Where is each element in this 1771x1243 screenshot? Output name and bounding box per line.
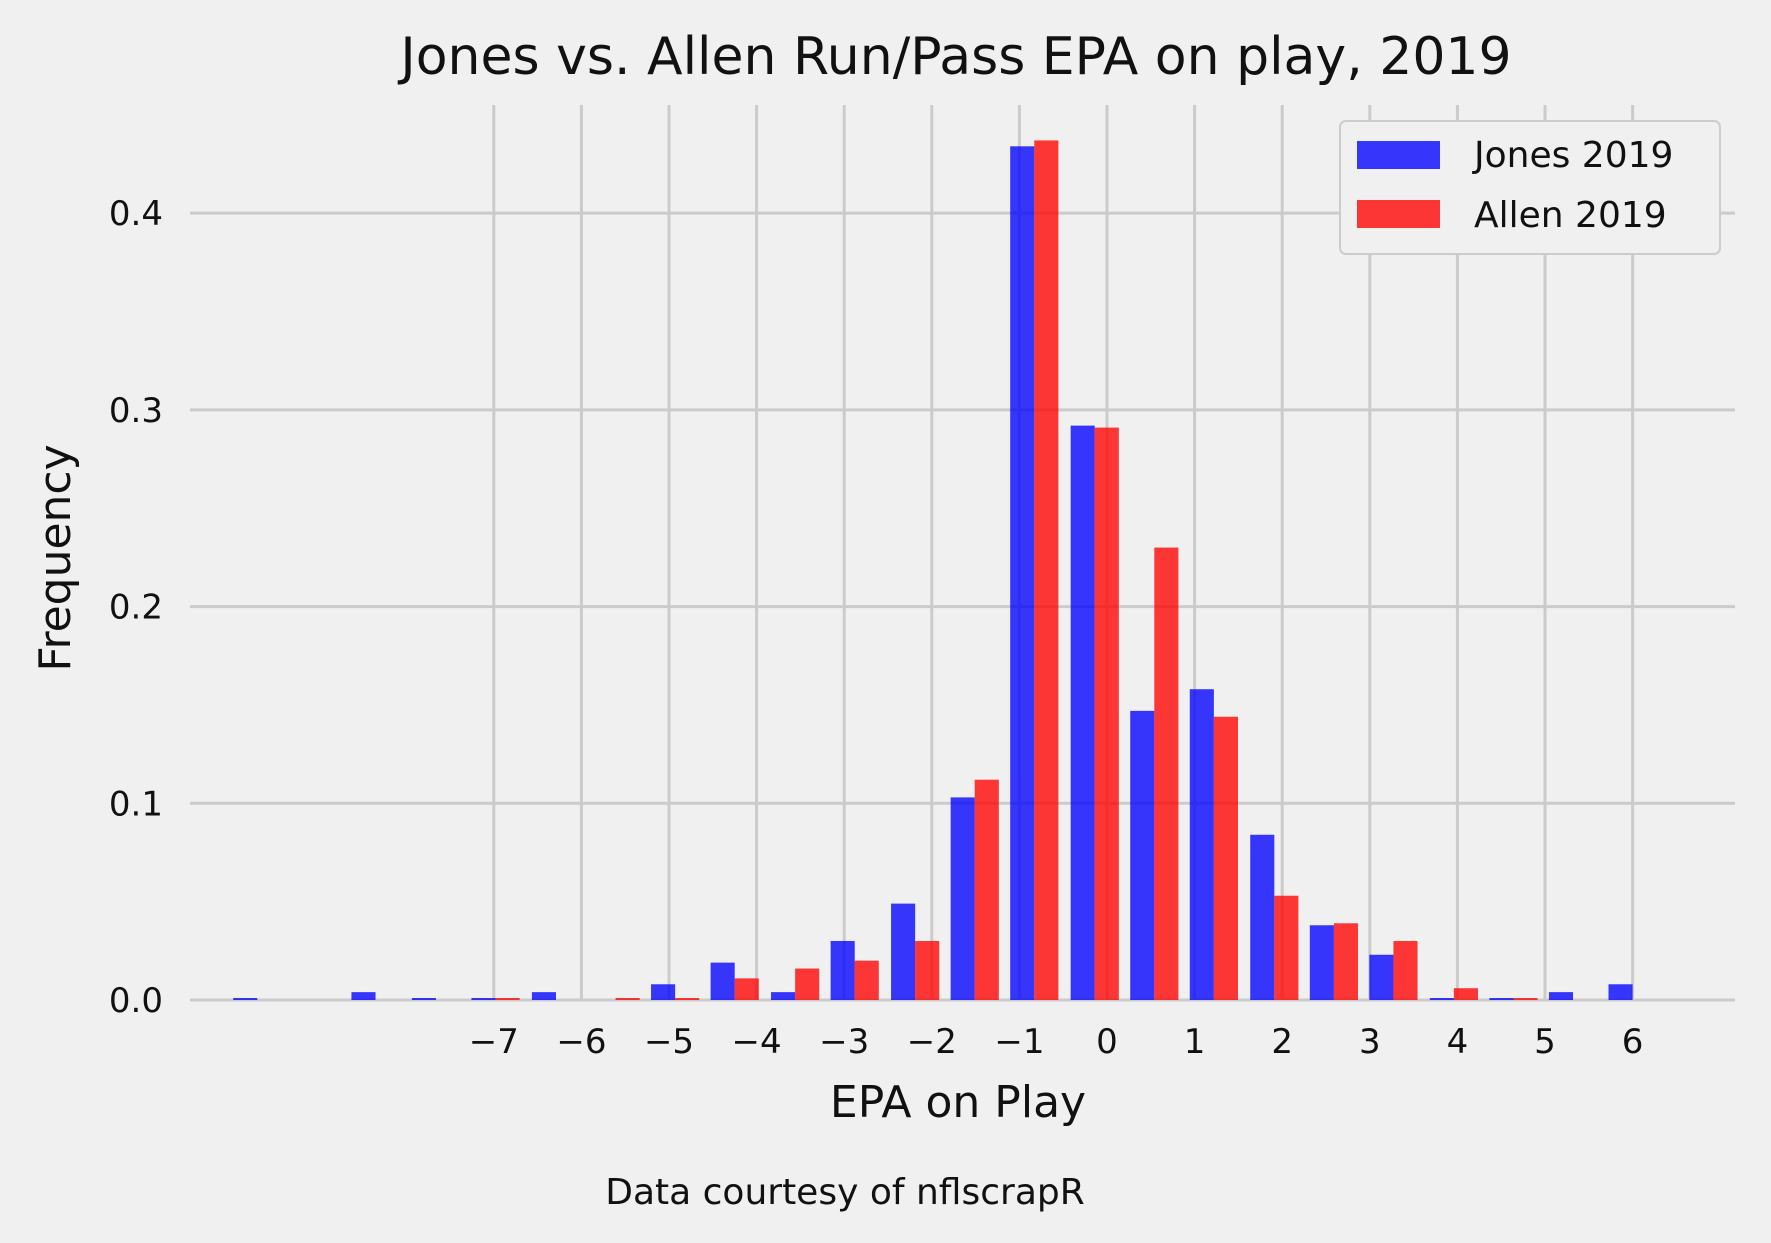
x-tick-label: 4 xyxy=(1447,1022,1469,1062)
bar-jones-2019 xyxy=(771,992,796,1000)
bar-jones-2019 xyxy=(1070,425,1095,1001)
x-tick-label: −1 xyxy=(994,1022,1044,1062)
x-tick-label: 5 xyxy=(1534,1022,1556,1062)
y-tick-label: 0.3 xyxy=(109,391,163,431)
bar-allen-2019 xyxy=(1213,716,1238,1000)
bar-jones-2019 xyxy=(531,992,556,1000)
bar-allen-2019 xyxy=(734,978,759,1000)
bar-jones-2019 xyxy=(1369,954,1394,1000)
bar-jones-2019 xyxy=(471,998,496,1000)
x-tick-label: −6 xyxy=(556,1022,606,1062)
x-tick-labels: −7 −6 −5 −4 −3 −2 −1 0 1 2 3 4 5 6 xyxy=(469,1022,1644,1062)
bar-jones-2019 xyxy=(830,940,855,1000)
x-tick-label: 1 xyxy=(1184,1022,1206,1062)
bar-jones-2019 xyxy=(1548,992,1574,1000)
x-tick-label: 3 xyxy=(1359,1022,1381,1062)
bar-allen-2019 xyxy=(1154,547,1179,1000)
bar-allen-2019 xyxy=(1034,140,1059,1000)
bar-allen-2019 xyxy=(615,998,640,1000)
bar-jones-2019 xyxy=(1130,710,1155,1000)
x-tick-label: 0 xyxy=(1096,1022,1118,1062)
y-axis-label: Frequency xyxy=(30,444,81,671)
x-tick-label: −7 xyxy=(469,1022,519,1062)
bar-jones-2019 xyxy=(1608,984,1633,1000)
bar-jones-2019 xyxy=(1429,998,1454,1000)
caption: Data courtesy of nflscrapR xyxy=(605,1172,1085,1213)
bar-allen-2019 xyxy=(974,779,999,1000)
legend-label-allen: Allen 2019 xyxy=(1474,195,1667,236)
x-axis-label: EPA on Play xyxy=(830,1077,1086,1128)
bar-jones-2019 xyxy=(891,903,916,1000)
bar-jones-2019 xyxy=(651,984,676,1000)
bar-allen-2019 xyxy=(495,998,520,1000)
x-tick-label: −4 xyxy=(732,1022,782,1062)
y-tick-label: 0.0 xyxy=(109,981,163,1021)
bars xyxy=(233,140,1633,1001)
bar-jones-2019 xyxy=(1010,146,1035,1001)
legend-label-jones: Jones 2019 xyxy=(1472,135,1673,176)
bar-jones-2019 xyxy=(1309,925,1334,1000)
bar-allen-2019 xyxy=(1094,427,1119,1001)
bar-allen-2019 xyxy=(854,960,879,1000)
bar-jones-2019 xyxy=(351,992,376,1000)
x-tick-label: −2 xyxy=(907,1022,957,1062)
legend-swatch-jones xyxy=(1357,141,1440,169)
bar-allen-2019 xyxy=(1393,940,1418,1000)
bar-jones-2019 xyxy=(950,797,975,1000)
bar-allen-2019 xyxy=(675,998,700,1000)
bar-allen-2019 xyxy=(795,968,820,1000)
bar-jones-2019 xyxy=(233,998,258,1000)
chart-title: Jones vs. Allen Run/Pass EPA on play, 20… xyxy=(397,27,1511,87)
bar-allen-2019 xyxy=(915,940,940,1000)
y-tick-label: 0.2 xyxy=(109,588,163,628)
x-tick-label: −3 xyxy=(819,1022,869,1062)
bar-allen-2019 xyxy=(1333,923,1358,1000)
y-tick-label: 0.4 xyxy=(109,194,163,234)
bar-jones-2019 xyxy=(411,998,436,1000)
bar-jones-2019 xyxy=(1189,689,1214,1000)
bar-allen-2019 xyxy=(1453,988,1478,1000)
bar-allen-2019 xyxy=(1274,895,1299,1000)
bar-jones-2019 xyxy=(1250,834,1275,1000)
legend: Jones 2019 Allen 2019 xyxy=(1339,120,1721,255)
x-tick-label: 6 xyxy=(1622,1022,1644,1062)
x-tick-label: −5 xyxy=(644,1022,694,1062)
bar-allen-2019 xyxy=(1513,998,1538,1000)
legend-swatch-allen xyxy=(1357,200,1440,228)
y-tick-labels: 0.0 0.1 0.2 0.3 0.4 xyxy=(109,194,163,1021)
bar-jones-2019 xyxy=(710,962,735,1000)
y-tick-label: 0.1 xyxy=(109,784,163,824)
bar-jones-2019 xyxy=(1489,998,1514,1000)
x-tick-label: 2 xyxy=(1271,1022,1293,1062)
